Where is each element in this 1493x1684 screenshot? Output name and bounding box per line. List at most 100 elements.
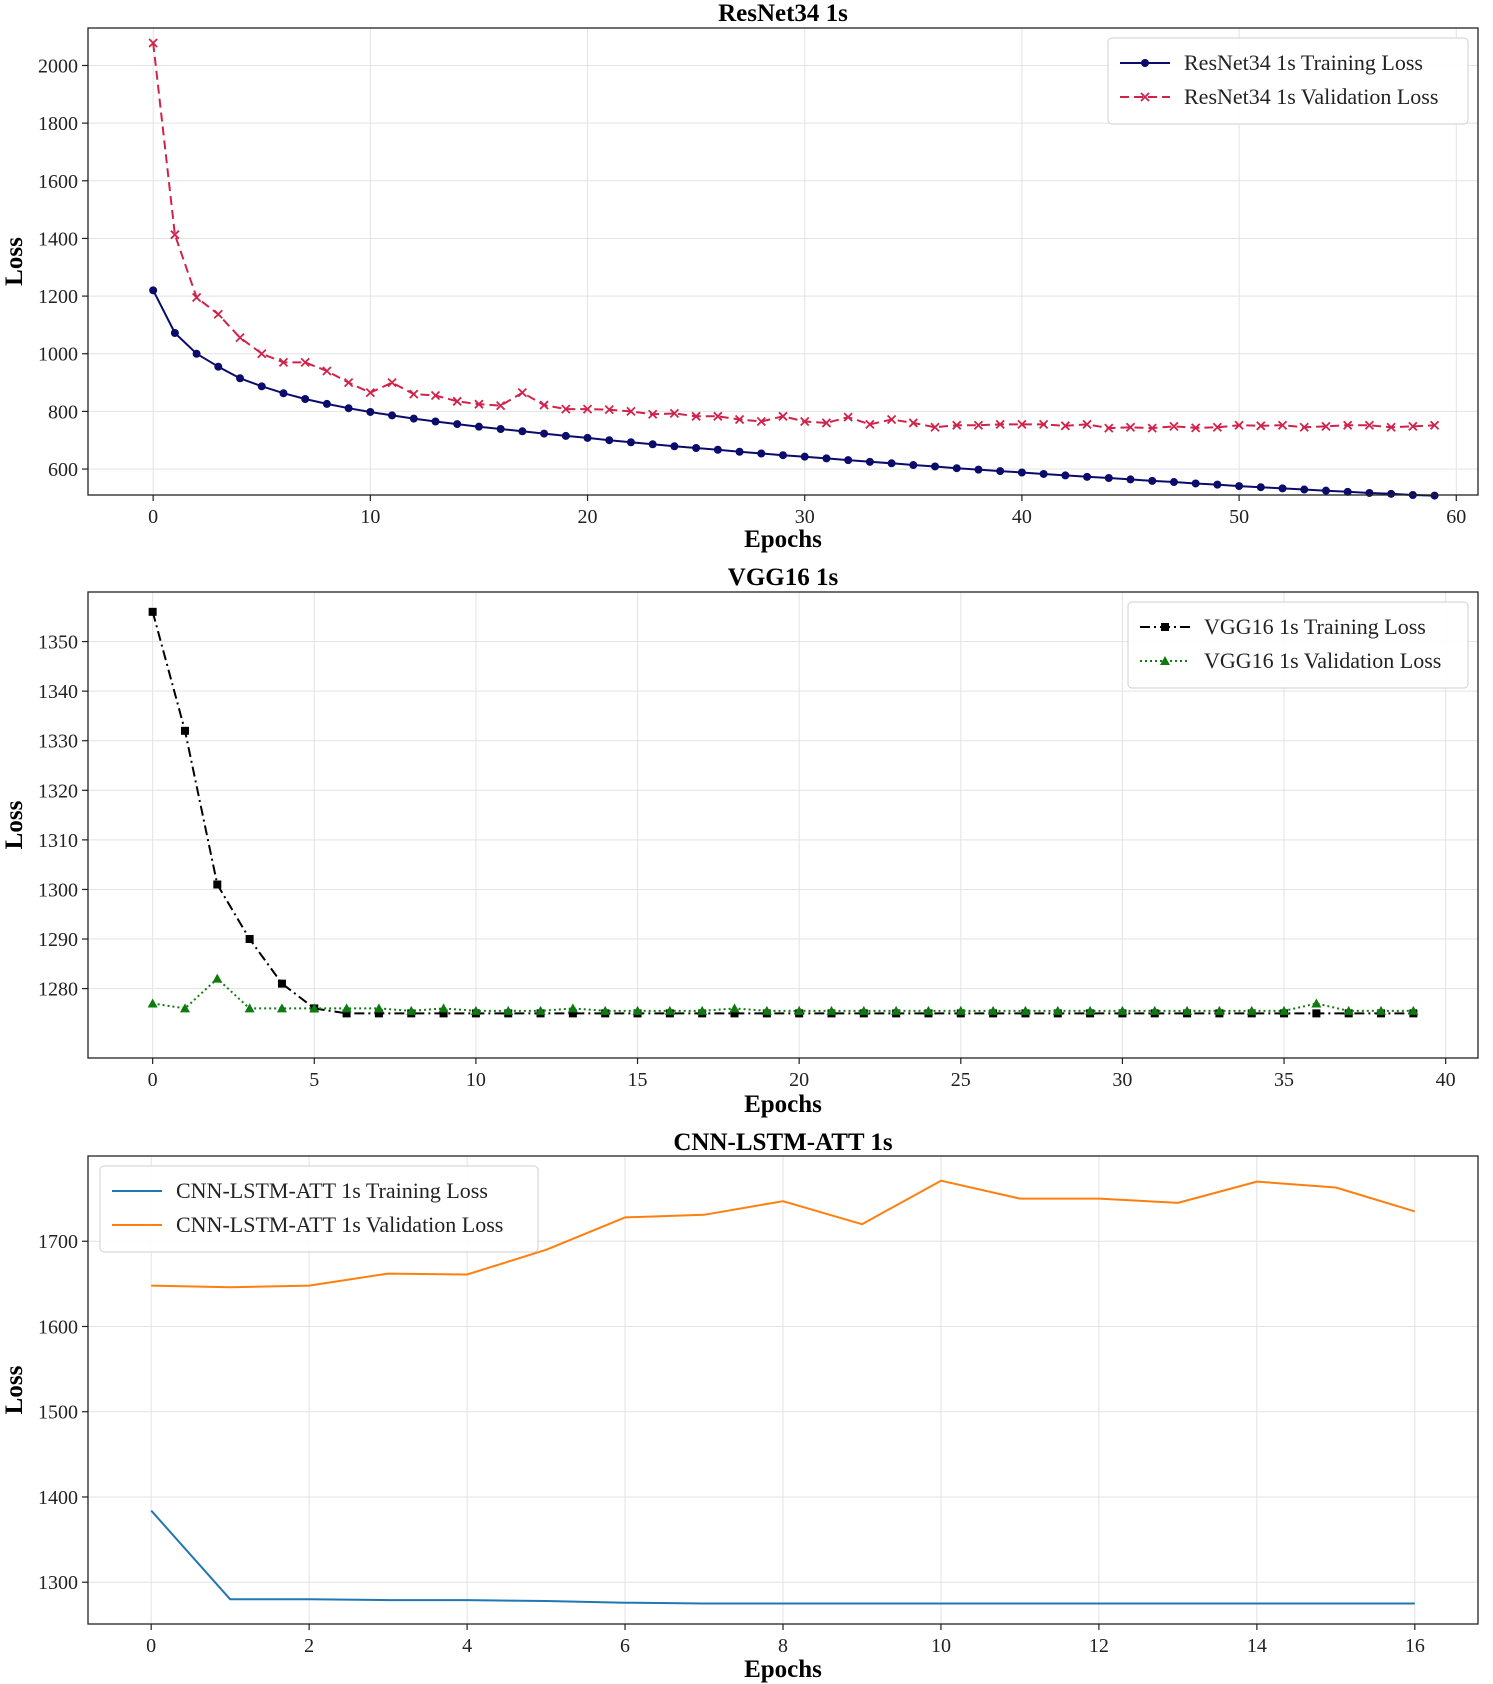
data-point: [891, 1005, 902, 1015]
y-tick-label: 1290: [38, 929, 78, 951]
data-point: [1256, 483, 1265, 492]
data-point: [540, 429, 549, 438]
data-point: [664, 1005, 675, 1015]
y-tick-label: 1000: [38, 344, 78, 366]
data-point: [1235, 482, 1244, 491]
data-point: [1387, 489, 1396, 498]
y-tick-label: 1330: [38, 731, 78, 753]
data-point: [1149, 1005, 1160, 1015]
x-tick-label: 5: [309, 1069, 319, 1091]
data-point: [1060, 421, 1070, 431]
x-tick-label: 14: [1247, 1635, 1267, 1657]
y-tick-label: 1350: [38, 632, 78, 654]
x-tick-label: 20: [789, 1069, 809, 1091]
data-point: [735, 447, 744, 456]
data-point: [930, 422, 940, 432]
data-point: [886, 414, 897, 425]
data-point: [995, 419, 1005, 430]
legend: VGG16 1s Training Loss VGG16 1s Validatio…: [1127, 601, 1469, 689]
data-point: [1061, 471, 1070, 480]
data-point: [691, 411, 701, 421]
legend-label: VGG16 1s Validation Loss: [1204, 648, 1441, 673]
data-point: [236, 374, 245, 383]
data-point: [344, 404, 353, 413]
data-point: [148, 607, 157, 616]
legend-box: [99, 1165, 539, 1253]
data-point: [470, 1005, 481, 1015]
data-point: [180, 726, 189, 735]
data-point: [388, 411, 397, 420]
data-point: [343, 377, 354, 388]
data-point: [244, 1003, 255, 1013]
data-point: [756, 416, 766, 427]
data-point: [1214, 1005, 1225, 1015]
data-point: [409, 389, 419, 399]
series-line: [152, 42, 1435, 430]
data-point: [952, 464, 961, 473]
data-point: [604, 405, 614, 415]
data-point: [670, 442, 679, 451]
data-point: [1234, 420, 1244, 430]
x-tick-label: 0: [148, 1069, 158, 1091]
data-point: [1278, 484, 1287, 493]
x-tick-label: 30: [1112, 1069, 1132, 1091]
data-point: [1147, 423, 1157, 433]
data-point: [865, 457, 874, 466]
data-point: [1256, 421, 1266, 431]
data-point: [779, 451, 787, 460]
data-point: [561, 404, 571, 414]
data-point: [279, 389, 288, 398]
data-point: [821, 418, 832, 428]
legend-label: CNN-LSTM-ATT 1s Validation Loss: [176, 1212, 503, 1237]
cnn-lstm-att-panel: 0 2 4 6 8 10 12 14 16 1300 1400 1500 1600 1700 CNN-LST…: [1, 1129, 1479, 1683]
data-point: [974, 465, 983, 474]
x-tick-label: 10: [466, 1069, 486, 1091]
x-tick-label: 10: [931, 1635, 951, 1657]
data-point: [626, 438, 635, 447]
data-point: [517, 388, 528, 398]
y-tick-label: 800: [48, 401, 78, 423]
data-point: [1038, 419, 1049, 430]
legend-marker: [1141, 59, 1149, 67]
data-point: [1020, 1005, 1031, 1015]
x-axis-label: Epochs: [744, 1091, 822, 1118]
legend-label: ResNet34 1s Training Loss: [1184, 50, 1423, 75]
data-point: [387, 377, 397, 388]
axes-frame: [87, 27, 1479, 496]
data-point: [843, 412, 853, 422]
x-tick-label: 60: [1446, 506, 1466, 528]
x-tick-label: 8: [778, 1635, 788, 1657]
data-point: [409, 414, 418, 423]
data-point: [648, 440, 657, 449]
data-point: [1299, 422, 1309, 432]
data-point: [430, 390, 441, 401]
y-tick-label: 1400: [38, 1487, 78, 1509]
x-tick-label: 30: [795, 506, 815, 528]
data-point: [1148, 476, 1157, 485]
data-point: [800, 452, 809, 461]
y-tick-label: 1600: [38, 171, 78, 193]
data-point: [729, 1003, 740, 1013]
data-point: [170, 328, 179, 337]
legend: CNN-LSTM-ATT 1s Training Loss CNN-LSTM-AT…: [99, 1165, 539, 1253]
vgg16-panel: 0 5 10 15 20 25 30 35 40 1280 1290 1300 1310 1320 1330…: [1, 564, 1479, 1118]
y-tick-label: 1340: [38, 681, 78, 703]
data-point: [909, 461, 918, 470]
data-point: [213, 880, 222, 889]
data-point: [955, 1005, 966, 1015]
y-tick-label: 2000: [38, 55, 78, 77]
x-tick-label: 2: [304, 1635, 314, 1657]
data-point: [1311, 998, 1322, 1008]
legend-label: VGG16 1s Training Loss: [1204, 614, 1426, 639]
y-tick-label: 1310: [38, 830, 78, 852]
x-tick-label: 20: [578, 506, 598, 528]
data-point: [496, 424, 505, 433]
legend-label: CNN-LSTM-ATT 1s Training Loss: [176, 1178, 488, 1203]
data-point: [973, 420, 984, 430]
data-point: [438, 1003, 449, 1013]
data-point: [503, 1005, 514, 1015]
series-line: [151, 1179, 1416, 1289]
data-point: [1277, 420, 1288, 430]
data-point: [214, 362, 223, 371]
x-tick-label: 25: [951, 1069, 971, 1091]
